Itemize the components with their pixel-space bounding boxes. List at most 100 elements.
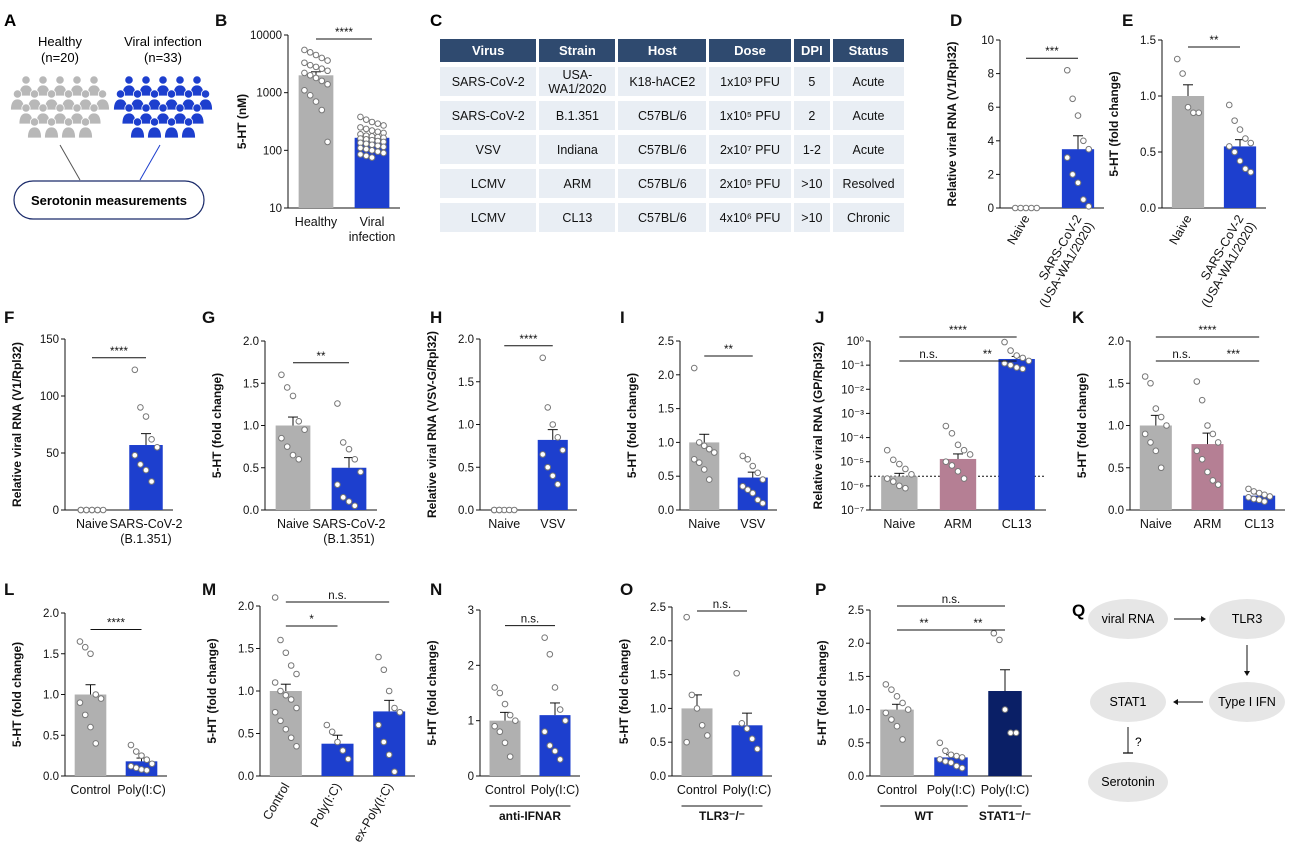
data-point [1141,373,1149,380]
person-head-icon [132,89,143,99]
cell: 1x10³ PFU [709,67,791,96]
x-tick-label: ARM [944,517,972,531]
node-viral-rna [1088,599,1168,639]
data-point [1028,204,1035,212]
y-axis-label: Relative viral RNA (GP/Rpl32) [811,342,825,510]
data-point [1085,203,1093,210]
panel-letter-p: P [815,580,826,599]
significance-label: *** [1045,46,1059,58]
y-axis-label: 5-HT (fold change) [1107,71,1121,176]
chart-panel-j: J 10⁻⁷ 10⁻⁶ 10⁻⁵ 10⁻⁴ 10⁻³ 10⁻² 10⁻¹ 10⁰ Relative… [811,308,1046,531]
cell: SARS-CoV-2 [440,101,537,130]
data-point [357,468,364,476]
data-point [1198,456,1206,463]
x-tick-label: SARS-CoV-2 [110,517,183,531]
data-point [283,443,291,450]
y-tick-label: 1.0 [658,437,674,449]
data-point [1025,357,1033,365]
data-point [374,148,382,155]
data-point [759,476,767,483]
cell: Acute [833,101,904,130]
data-point [888,686,895,693]
data-point [990,629,998,637]
data-point [287,734,295,742]
person-head-icon [97,89,108,99]
y-tick-label: 100 [40,391,59,403]
data-point [396,708,404,716]
data-point [491,684,498,691]
data-point [1074,179,1082,187]
data-point [334,481,341,488]
data-point [539,354,547,362]
y-tick-label: 0.0 [43,771,59,783]
data-point [1001,706,1009,713]
data-point [744,456,752,463]
data-point [953,762,960,770]
chart-panel-h: H 0.0 0.5 1.0 1.5 2.0 Relative viral RNA (VSV-… [425,308,577,531]
data-point [137,461,144,468]
data-point [287,662,295,669]
x-tick-label: Poly(I:C) [117,783,166,797]
data-point [1007,361,1014,369]
x-tick-label: Naive [883,517,915,531]
person-head-icon [175,103,185,113]
data-point [1147,379,1154,387]
chart-panel-i: I 0.0 0.5 1.0 1.5 2.0 2.5 5-HT (fold change) Nai… [620,308,777,531]
data-point [690,456,698,463]
data-point [318,106,326,114]
x-tick-label: VSV [540,517,566,531]
y-tick-label: 1.5 [1140,35,1156,47]
y-tick-label: 0.0 [458,505,474,517]
header-dose: Dose [709,39,791,62]
data-point [88,506,96,514]
x-tick-label-line: Control [260,781,292,823]
data-point [1247,168,1255,176]
y-tick-label: 10⁻³ [841,408,864,420]
data-point [368,147,376,154]
bar [880,709,914,776]
data-point [306,92,314,99]
data-point [351,502,359,510]
data-point [893,722,901,730]
data-point [556,706,564,713]
data-point [385,751,393,759]
y-tick-label: 2.0 [43,608,59,620]
data-point [357,113,364,121]
data-point [143,756,151,764]
data-point [131,451,139,459]
data-point [902,484,909,492]
person-head-icon [183,89,194,99]
panel-letter-m: M [202,580,216,599]
bar [1223,146,1257,208]
y-tick-label: 2.5 [848,605,864,617]
data-point [380,143,387,151]
person-head-icon [80,117,91,127]
panel-letter-g: G [202,308,215,327]
y-tick-label: 1.0 [1108,421,1124,433]
data-point [683,613,690,621]
data-point [896,482,903,490]
cell: >10 [793,203,830,232]
person-body-icon [78,126,93,139]
data-point [301,426,308,434]
data-point [306,72,314,79]
data-point [1019,365,1027,373]
data-point [551,747,559,755]
cell: VSV [440,135,537,164]
significance-label: ** [317,351,326,363]
data-point [142,466,150,474]
data-point [301,46,308,54]
data-point [496,689,504,697]
data-point [1069,171,1076,178]
person-head-icon [192,103,202,113]
data-point [1193,378,1201,385]
cell: ARM [539,169,616,198]
significance-label: **** [335,27,353,39]
data-point [947,751,955,759]
y-tick-label: 0.5 [650,737,666,749]
data-point [334,400,341,407]
data-point [362,116,370,123]
data-point [1236,126,1244,133]
y-tick-label: 2.0 [243,336,259,348]
connector-healthy [59,144,81,181]
